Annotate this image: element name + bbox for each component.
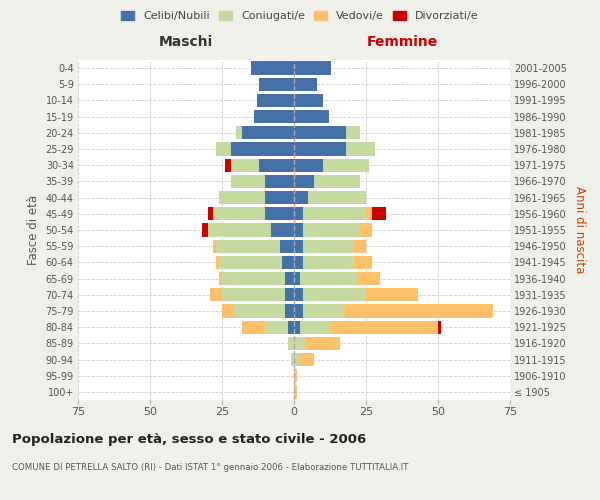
Bar	[294, 369, 297, 382]
Bar	[219, 272, 222, 285]
Text: Popolazione per età, sesso e stato civile - 2006: Popolazione per età, sesso e stato civil…	[12, 432, 366, 446]
Bar	[343, 304, 493, 318]
Bar	[265, 175, 294, 188]
Bar	[358, 272, 380, 285]
Bar	[294, 78, 317, 91]
Bar	[294, 288, 302, 302]
Bar	[314, 175, 360, 188]
Bar	[280, 240, 294, 253]
Bar	[288, 320, 294, 334]
Bar	[208, 224, 271, 236]
Bar	[302, 207, 366, 220]
Bar	[294, 320, 300, 334]
Bar	[294, 240, 302, 253]
Bar	[366, 288, 418, 302]
Bar	[300, 320, 329, 334]
Bar	[294, 191, 308, 204]
Bar	[216, 240, 280, 253]
Text: COMUNE DI PETRELLA SALTO (RI) - Dati ISTAT 1° gennaio 2006 - Elaborazione TUTTIT: COMUNE DI PETRELLA SALTO (RI) - Dati IST…	[12, 462, 409, 471]
Bar	[214, 240, 216, 253]
Bar	[300, 353, 314, 366]
Bar	[286, 272, 294, 285]
Bar	[222, 272, 286, 285]
Bar	[294, 94, 323, 107]
Bar	[346, 126, 360, 140]
Bar	[265, 207, 294, 220]
Bar	[294, 224, 302, 236]
Bar	[302, 256, 355, 269]
Bar	[302, 224, 360, 236]
Bar	[294, 272, 300, 285]
Bar	[286, 288, 294, 302]
Bar	[259, 78, 294, 91]
Bar	[257, 94, 294, 107]
Bar	[283, 256, 294, 269]
Bar	[294, 386, 297, 398]
Bar	[294, 175, 314, 188]
Text: Maschi: Maschi	[159, 34, 213, 48]
Bar	[323, 158, 369, 172]
Bar	[254, 110, 294, 124]
Bar	[230, 175, 265, 188]
Bar	[208, 207, 214, 220]
Bar	[372, 207, 386, 220]
Bar	[214, 207, 265, 220]
Bar	[294, 142, 346, 156]
Bar	[202, 224, 208, 236]
Bar	[233, 304, 286, 318]
Bar	[216, 142, 230, 156]
Bar	[242, 126, 294, 140]
Bar	[230, 142, 294, 156]
Y-axis label: Fasce di età: Fasce di età	[27, 195, 40, 265]
Bar	[230, 158, 259, 172]
Bar	[265, 320, 288, 334]
Bar	[222, 304, 233, 318]
Bar	[294, 256, 302, 269]
Bar	[294, 353, 300, 366]
Bar	[294, 304, 302, 318]
Bar	[219, 191, 265, 204]
Bar	[259, 158, 294, 172]
Bar	[366, 207, 372, 220]
Bar	[300, 272, 358, 285]
Bar	[286, 304, 294, 318]
Legend: Celibi/Nubili, Coniugati/e, Vedovi/e, Divorziati/e: Celibi/Nubili, Coniugati/e, Vedovi/e, Di…	[121, 10, 479, 21]
Bar	[242, 320, 265, 334]
Bar	[294, 126, 346, 140]
Bar	[265, 191, 294, 204]
Bar	[346, 142, 374, 156]
Bar	[288, 336, 294, 350]
Bar	[211, 288, 222, 302]
Bar	[302, 288, 366, 302]
Bar	[225, 158, 230, 172]
Bar	[222, 288, 286, 302]
Bar	[355, 256, 372, 269]
Bar	[294, 207, 302, 220]
Bar	[219, 256, 283, 269]
Bar	[236, 126, 242, 140]
Bar	[216, 256, 219, 269]
Bar	[271, 224, 294, 236]
Bar	[302, 304, 343, 318]
Bar	[294, 336, 305, 350]
Bar	[251, 62, 294, 74]
Bar	[329, 320, 438, 334]
Y-axis label: Anni di nascita: Anni di nascita	[574, 186, 586, 274]
Bar	[291, 353, 294, 366]
Bar	[308, 191, 366, 204]
Bar	[360, 224, 372, 236]
Bar	[438, 320, 441, 334]
Bar	[294, 62, 331, 74]
Bar	[355, 240, 366, 253]
Bar	[294, 158, 323, 172]
Bar	[305, 336, 340, 350]
Bar	[294, 110, 329, 124]
Text: Femmine: Femmine	[367, 34, 437, 48]
Bar	[302, 240, 355, 253]
